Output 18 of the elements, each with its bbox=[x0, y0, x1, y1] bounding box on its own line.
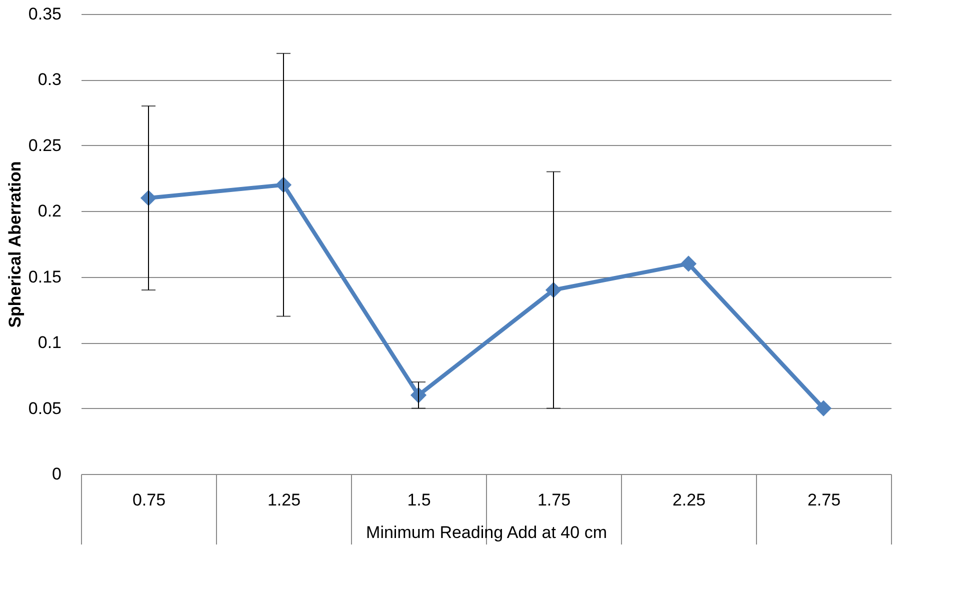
y-tick-label: 0.25 bbox=[28, 136, 62, 155]
y-tick-label: 0.3 bbox=[38, 70, 62, 90]
y-tick-label: 0 bbox=[52, 464, 62, 484]
point bbox=[815, 400, 832, 416]
x-tick-label: 1.75 bbox=[537, 490, 571, 510]
y-tick-label: 0.35 bbox=[28, 4, 62, 24]
x-tick-label: 0.75 bbox=[132, 490, 166, 510]
y-tick-label: 0.2 bbox=[38, 202, 62, 221]
x-axis-title: Minimum Reading Add at 40 cm bbox=[366, 523, 607, 542]
x-tick-label: 2.25 bbox=[672, 490, 706, 510]
y-tick-label: 0.1 bbox=[38, 333, 62, 352]
point bbox=[680, 256, 697, 272]
y-tick-label: 0.15 bbox=[28, 267, 62, 286]
y-axis-title: Spherical Aberration bbox=[5, 161, 24, 328]
x-tick-label: 2.75 bbox=[807, 490, 841, 510]
y-tick-label: 0.05 bbox=[28, 398, 62, 418]
x-tick-label: 1.25 bbox=[267, 490, 301, 510]
x-tick-label: 1.5 bbox=[407, 490, 431, 510]
